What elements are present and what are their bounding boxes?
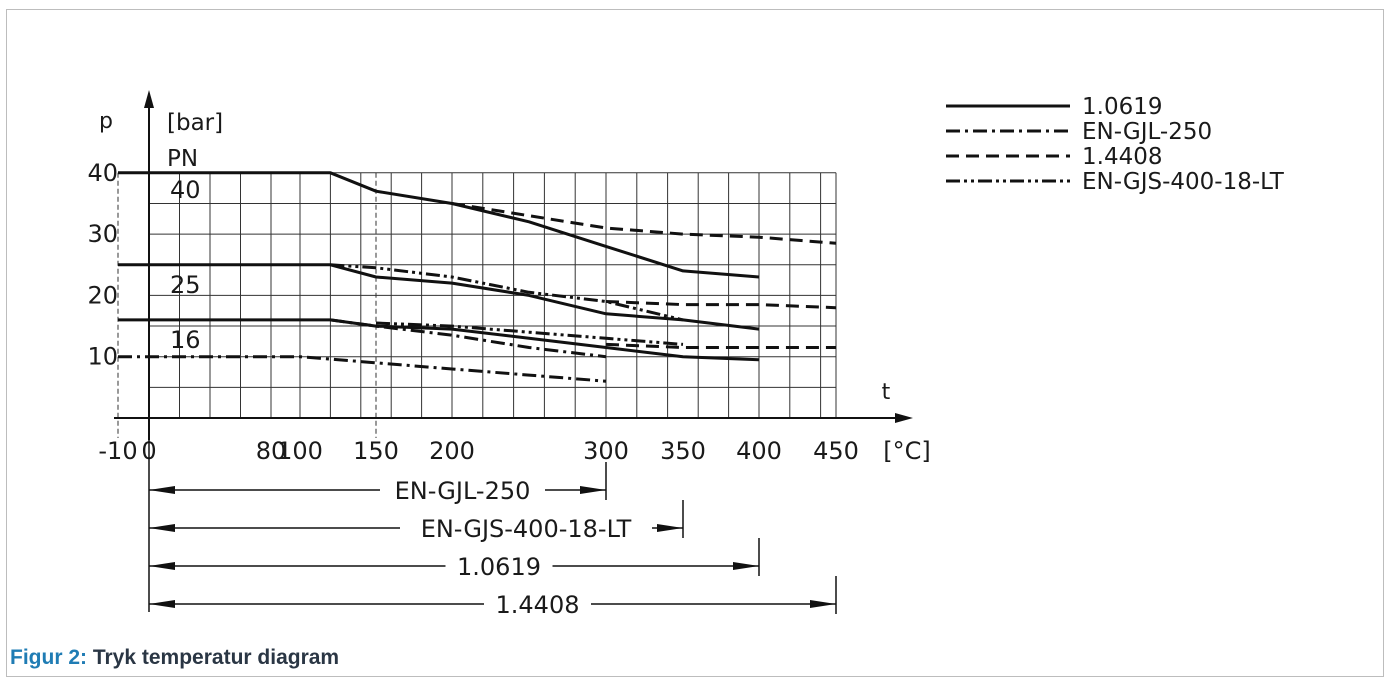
figure-caption: Figur 2: Tryk temperatur diagram bbox=[10, 646, 339, 670]
y-tick-label: 30 bbox=[87, 220, 118, 248]
legend-label: EN-GJL-250 bbox=[1082, 119, 1212, 145]
series-line bbox=[375, 321, 684, 346]
series-line bbox=[605, 342, 836, 349]
y-unit-label: [bar] bbox=[167, 110, 223, 136]
pn-level-label: 16 bbox=[170, 326, 201, 354]
x-tick-label: 300 bbox=[583, 437, 629, 465]
y-axis-label: p bbox=[99, 109, 113, 134]
caption-text: Tryk temperatur diagram bbox=[92, 646, 340, 669]
x-tick-label: 450 bbox=[813, 437, 859, 465]
axes bbox=[114, 90, 913, 440]
range-label-bg bbox=[380, 472, 545, 506]
series-line bbox=[118, 355, 607, 383]
y-tick-label: 10 bbox=[87, 343, 118, 371]
series-line bbox=[605, 300, 837, 310]
legend-label: 1.4408 bbox=[1082, 144, 1162, 170]
x-tick-label: 80 bbox=[256, 437, 287, 465]
x-axis-arrow bbox=[895, 413, 913, 423]
series-lines bbox=[118, 171, 837, 383]
x-unit-label: [°C] bbox=[883, 437, 930, 465]
x-tick-label: 150 bbox=[353, 437, 399, 465]
range-label-bg bbox=[484, 586, 591, 620]
legend-label: 1.0619 bbox=[1082, 94, 1162, 120]
range-arrow-right bbox=[657, 524, 683, 532]
material-ranges: EN-GJL-250 EN-GJS-400-18-LT 1.0619 1.4408 bbox=[148, 438, 837, 620]
series-line bbox=[118, 171, 760, 279]
range-arrow-left bbox=[149, 524, 175, 532]
range-label: 1.4408 bbox=[496, 591, 580, 619]
pn-level-label: 40 bbox=[170, 176, 201, 204]
legend-label: EN-GJS-400-18-LT bbox=[1082, 169, 1285, 195]
range-label: EN-GJS-400-18-LT bbox=[421, 515, 632, 543]
pn-header: PN bbox=[167, 146, 198, 172]
range-label-bg bbox=[400, 510, 652, 544]
caption-label: Figur 2: bbox=[10, 646, 87, 669]
range-arrow-left bbox=[149, 600, 175, 608]
range-arrow-right bbox=[580, 486, 606, 494]
y-axis-arrow bbox=[144, 90, 154, 108]
y-tick-label: 40 bbox=[87, 159, 118, 187]
range-label-bg bbox=[445, 548, 553, 582]
x-tick-label: 350 bbox=[660, 437, 706, 465]
series-line bbox=[330, 263, 684, 322]
range-arrow-left bbox=[149, 562, 175, 570]
range-label: 1.0619 bbox=[457, 553, 541, 581]
x-tick-label: 200 bbox=[429, 437, 475, 465]
series-line bbox=[330, 318, 607, 359]
range-arrow-right bbox=[733, 562, 759, 570]
range-label: EN-GJL-250 bbox=[395, 477, 531, 505]
x-tick-label: 400 bbox=[736, 437, 782, 465]
pn-level-label: 25 bbox=[170, 271, 201, 299]
range-arrow-left bbox=[149, 486, 175, 494]
y-tick-label: 20 bbox=[87, 281, 118, 309]
series-line bbox=[451, 202, 837, 245]
series-line bbox=[118, 263, 760, 331]
range-arrow-right bbox=[810, 600, 836, 608]
x-tick-label: -10 bbox=[98, 437, 137, 465]
x-tick-label: 100 bbox=[277, 437, 323, 465]
x-axis-label: t bbox=[882, 380, 891, 405]
